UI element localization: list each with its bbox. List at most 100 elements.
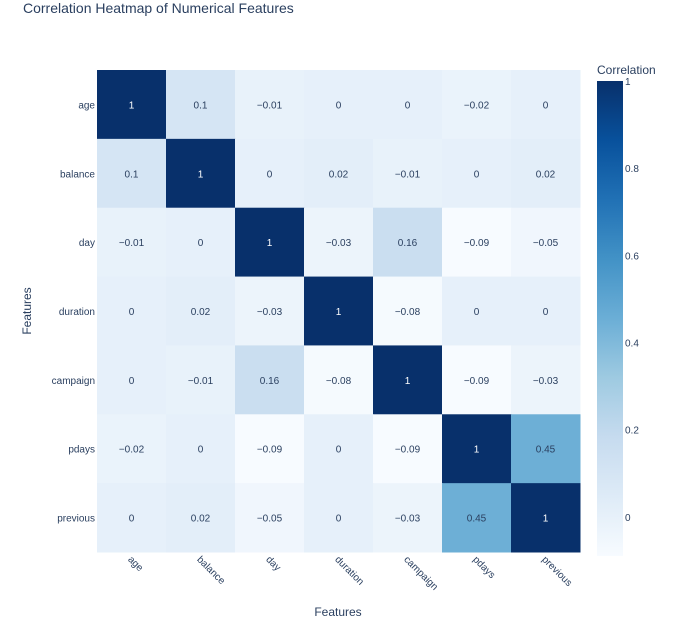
x-tick-label: balance: [194, 554, 227, 587]
heatmap-cell: [166, 207, 236, 278]
heatmap-cell-label: −0.02: [119, 445, 145, 456]
y-tick-label: campaign: [52, 376, 95, 387]
heatmap-cell-label: −0.01: [395, 169, 421, 180]
heatmap-cell: [442, 276, 512, 346]
heatmap-cell: [304, 414, 374, 484]
heatmap-cell: [373, 138, 443, 209]
heatmap-cell-label: −0.09: [464, 238, 490, 249]
heatmap-cell-label: −0.01: [257, 100, 283, 111]
heatmap-cell: [511, 483, 581, 553]
x-axis-ticks: age balance day duration campaign pdays previo…: [125, 554, 574, 592]
colorbar-tick-label: 0.4: [625, 338, 639, 349]
heatmap-cell: [166, 345, 236, 415]
heatmap-cell: [511, 207, 581, 278]
heatmap-cell: [373, 70, 443, 140]
heatmap-cell-label: −0.08: [395, 307, 421, 318]
heatmap-cell: [97, 276, 167, 346]
heatmap-cell: [511, 276, 581, 346]
heatmap-cell-label: −0.01: [188, 376, 214, 387]
heatmap-cell: [166, 483, 236, 553]
heatmap-cell: [97, 207, 167, 278]
colorbar-tick-label: 0.8: [625, 164, 639, 175]
heatmap-cell: [442, 483, 512, 553]
heatmap-cell: [166, 414, 236, 484]
colorbar-title: Correlation: [597, 63, 656, 77]
heatmap-cell-label: 0: [267, 169, 273, 180]
heatmap-cell-label: 1: [543, 514, 549, 525]
heatmap-cell: [373, 345, 443, 415]
heatmap-cell-labels: 1 0.1 −0.01 0 0 −0.02 0 0.1 1 0 0.02 −0.01 0 0.02 −0.0…: [119, 100, 559, 524]
heatmap-cell: [373, 207, 443, 278]
y-axis-ticks: age balance day duration campaign pdays previo…: [52, 100, 96, 524]
heatmap-cell-label: −0.03: [395, 514, 421, 525]
heatmap-cell: [442, 207, 512, 278]
heatmap-cell-label: 0.1: [125, 169, 139, 180]
heatmap-cell: [97, 70, 167, 140]
heatmap-cell: [511, 345, 581, 415]
x-tick-label: age: [125, 554, 145, 574]
y-tick-label: previous: [57, 514, 95, 525]
heatmap-cell: [304, 276, 374, 346]
heatmap-cell-label: 0: [474, 307, 480, 318]
heatmap-cell: [511, 414, 581, 484]
x-tick-label: pdays: [470, 554, 497, 581]
chart-title: Correlation Heatmap of Numerical Feature…: [23, 0, 294, 16]
heatmap-cell-label: 0.45: [467, 514, 487, 525]
heatmap-cell: [304, 70, 374, 140]
heatmap-cell: [304, 345, 374, 415]
heatmap-cell: [304, 207, 374, 278]
heatmap-cell-label: 0: [336, 100, 342, 111]
heatmap-cell-label: 1: [336, 307, 342, 318]
heatmap-cell-label: 0: [474, 169, 480, 180]
heatmap-cell: [97, 138, 167, 209]
heatmap-cell: [373, 483, 443, 553]
colorbar: Correlation 0 0.2 0.4 0.6 0.8 1: [597, 63, 656, 556]
heatmap-cell-label: 1: [474, 445, 480, 456]
heatmap-cell-label: 0.16: [398, 238, 418, 249]
heatmap-cell-label: 1: [405, 376, 411, 387]
heatmap-cell: [511, 70, 581, 140]
colorbar-gradient: [597, 81, 623, 556]
y-tick-label: pdays: [68, 445, 95, 456]
heatmap-cell-label: −0.05: [533, 238, 559, 249]
heatmap-cell: [373, 276, 443, 346]
heatmap-cell-label: 0: [336, 514, 342, 525]
heatmap-cell-label: 0: [129, 307, 135, 318]
x-tick-label: campaign: [401, 554, 439, 592]
heatmap-cell-label: 0: [129, 376, 135, 387]
heatmap-cell-label: 0.02: [191, 514, 211, 525]
heatmap-cell: [166, 138, 236, 209]
heatmap-cell-label: 0.45: [536, 445, 556, 456]
heatmap-cell: [304, 138, 374, 209]
heatmap-cell: [166, 70, 236, 140]
heatmap-cell-label: −0.03: [257, 307, 283, 318]
heatmap-cell-label: −0.09: [464, 376, 490, 387]
y-tick-label: duration: [59, 307, 95, 318]
heatmap-cell-label: −0.08: [326, 376, 352, 387]
heatmap-cell-label: −0.01: [119, 238, 145, 249]
colorbar-tick-label: 0.6: [625, 251, 639, 262]
heatmap-cell: [304, 483, 374, 553]
heatmap-cell-label: −0.03: [326, 238, 352, 249]
heatmap-cell: [235, 483, 305, 553]
y-tick-label: age: [78, 100, 95, 111]
heatmap-cell: [235, 345, 305, 415]
x-tick-label: duration: [332, 554, 365, 587]
heatmap-cell-label: 0.1: [194, 100, 208, 111]
colorbar-ticks: 0 0.2 0.4 0.6 0.8 1: [625, 77, 639, 524]
heatmap-cell-label: −0.03: [533, 376, 559, 387]
heatmap-cell-label: 1: [129, 100, 135, 111]
heatmap-cell-label: 0.02: [329, 169, 349, 180]
heatmap-cell: [235, 70, 305, 140]
heatmap-cell-label: 1: [267, 238, 273, 249]
heatmap-cell-label: 0: [198, 238, 204, 249]
heatmap-cell: [442, 414, 512, 484]
colorbar-tick-label: 0.2: [625, 426, 639, 437]
heatmap-cell-label: −0.09: [395, 445, 421, 456]
heatmap-cell: [166, 276, 236, 346]
x-tick-label: previous: [539, 554, 574, 589]
x-tick-label: day: [263, 554, 282, 573]
heatmap-cell: [373, 414, 443, 484]
heatmap-cell-label: 0: [336, 445, 342, 456]
